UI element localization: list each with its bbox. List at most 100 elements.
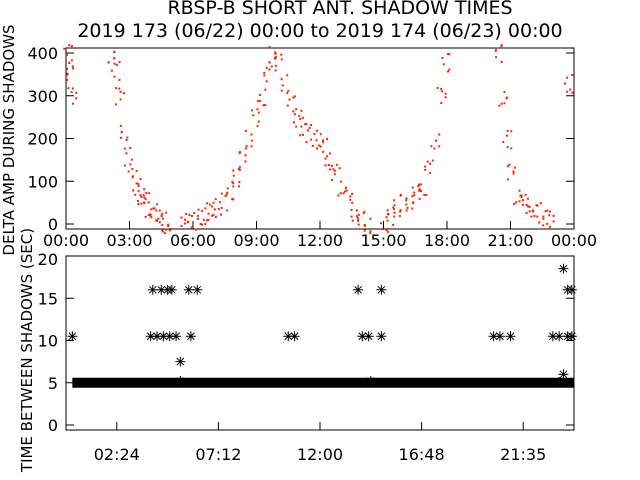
data-point — [183, 284, 194, 295]
data-point — [123, 147, 126, 150]
data-point — [494, 331, 505, 342]
x-tick-label: 09:00 — [233, 231, 279, 250]
data-point — [513, 166, 516, 169]
data-point — [67, 87, 70, 90]
data-point — [149, 214, 152, 217]
data-point — [212, 213, 215, 216]
bottom-plot-frame — [65, 255, 575, 431]
data-point — [316, 129, 319, 132]
data-point — [201, 209, 204, 212]
data-point — [571, 91, 574, 94]
data-point — [212, 201, 215, 204]
data-point — [262, 104, 265, 107]
data-point — [257, 120, 260, 123]
data-point — [438, 145, 441, 148]
data-point — [252, 114, 255, 117]
asterisk-stroke — [176, 357, 185, 366]
data-point — [305, 123, 308, 126]
data-point — [167, 223, 170, 226]
data-point — [274, 51, 277, 54]
data-point — [363, 331, 374, 342]
data-point — [343, 190, 346, 193]
data-point — [505, 134, 508, 137]
data-point — [268, 61, 271, 64]
data-point — [386, 209, 389, 212]
data-point — [342, 192, 345, 195]
data-point — [137, 203, 140, 206]
asterisk-stroke — [548, 332, 557, 341]
data-point — [185, 331, 196, 342]
asterisk-stroke — [153, 332, 161, 341]
data-point — [185, 213, 188, 216]
bottom-y-axis-label: TIME BETWEEN SHADOWS (SEC) — [18, 228, 36, 473]
data-point — [142, 194, 145, 197]
data-point — [125, 152, 128, 155]
data-point — [569, 88, 572, 91]
data-point — [137, 185, 140, 188]
x-tick-label: 00:00 — [551, 231, 597, 250]
data-point — [376, 284, 387, 295]
data-point — [238, 151, 241, 154]
data-point — [70, 59, 73, 62]
data-point — [126, 136, 129, 139]
data-point — [286, 104, 289, 107]
x-tick-label: 12:00 — [297, 231, 343, 250]
data-point — [217, 207, 220, 210]
data-point — [441, 90, 444, 93]
data-point — [257, 100, 260, 103]
data-point — [292, 110, 295, 113]
data-point — [526, 197, 529, 200]
data-point — [563, 82, 566, 85]
data-point — [495, 47, 498, 50]
data-point — [281, 84, 284, 87]
data-point — [157, 217, 160, 220]
data-point — [363, 210, 366, 213]
data-point — [332, 168, 335, 171]
data-point — [566, 76, 569, 79]
data-point — [413, 191, 416, 194]
data-point — [123, 164, 126, 167]
chart-subtitle: 2019 173 (06/22) 00:00 to 2019 174 (06/2… — [77, 20, 562, 42]
data-point — [204, 207, 207, 210]
data-point — [552, 220, 555, 223]
data-point — [531, 209, 534, 212]
data-point — [115, 63, 118, 66]
asterisk-stroke — [148, 285, 157, 294]
data-point — [506, 146, 509, 149]
data-point — [558, 263, 569, 274]
data-point — [256, 125, 259, 128]
data-point — [113, 51, 116, 54]
y-tick-label: 20 — [38, 250, 58, 269]
data-point — [571, 73, 574, 76]
data-point — [161, 224, 164, 227]
data-point — [429, 162, 432, 165]
data-point — [376, 331, 387, 342]
data-point — [441, 57, 444, 60]
data-point — [447, 70, 450, 73]
asterisk-stroke — [489, 332, 498, 341]
data-point — [393, 204, 396, 207]
data-point — [129, 163, 132, 166]
data-point — [524, 193, 527, 196]
x-tick-label: 18:00 — [424, 231, 470, 250]
data-point — [542, 224, 545, 227]
data-point — [393, 211, 396, 214]
data-point — [289, 331, 300, 342]
data-point — [166, 284, 177, 295]
data-point — [155, 219, 158, 222]
data-point — [566, 90, 569, 93]
data-point — [275, 56, 278, 59]
data-point — [431, 159, 434, 162]
data-point — [186, 221, 189, 224]
data-point — [137, 200, 140, 203]
top-y-axis-label: DELTA AMP DURING SHADOWS — [0, 24, 18, 255]
data-point — [155, 209, 158, 212]
data-point — [161, 217, 164, 220]
data-point — [521, 199, 524, 202]
data-point — [225, 193, 228, 196]
data-point — [244, 154, 247, 157]
data-point — [72, 67, 75, 70]
data-point — [175, 356, 186, 367]
data-point — [165, 211, 168, 214]
x-tick-label: 12:00 — [297, 445, 343, 464]
